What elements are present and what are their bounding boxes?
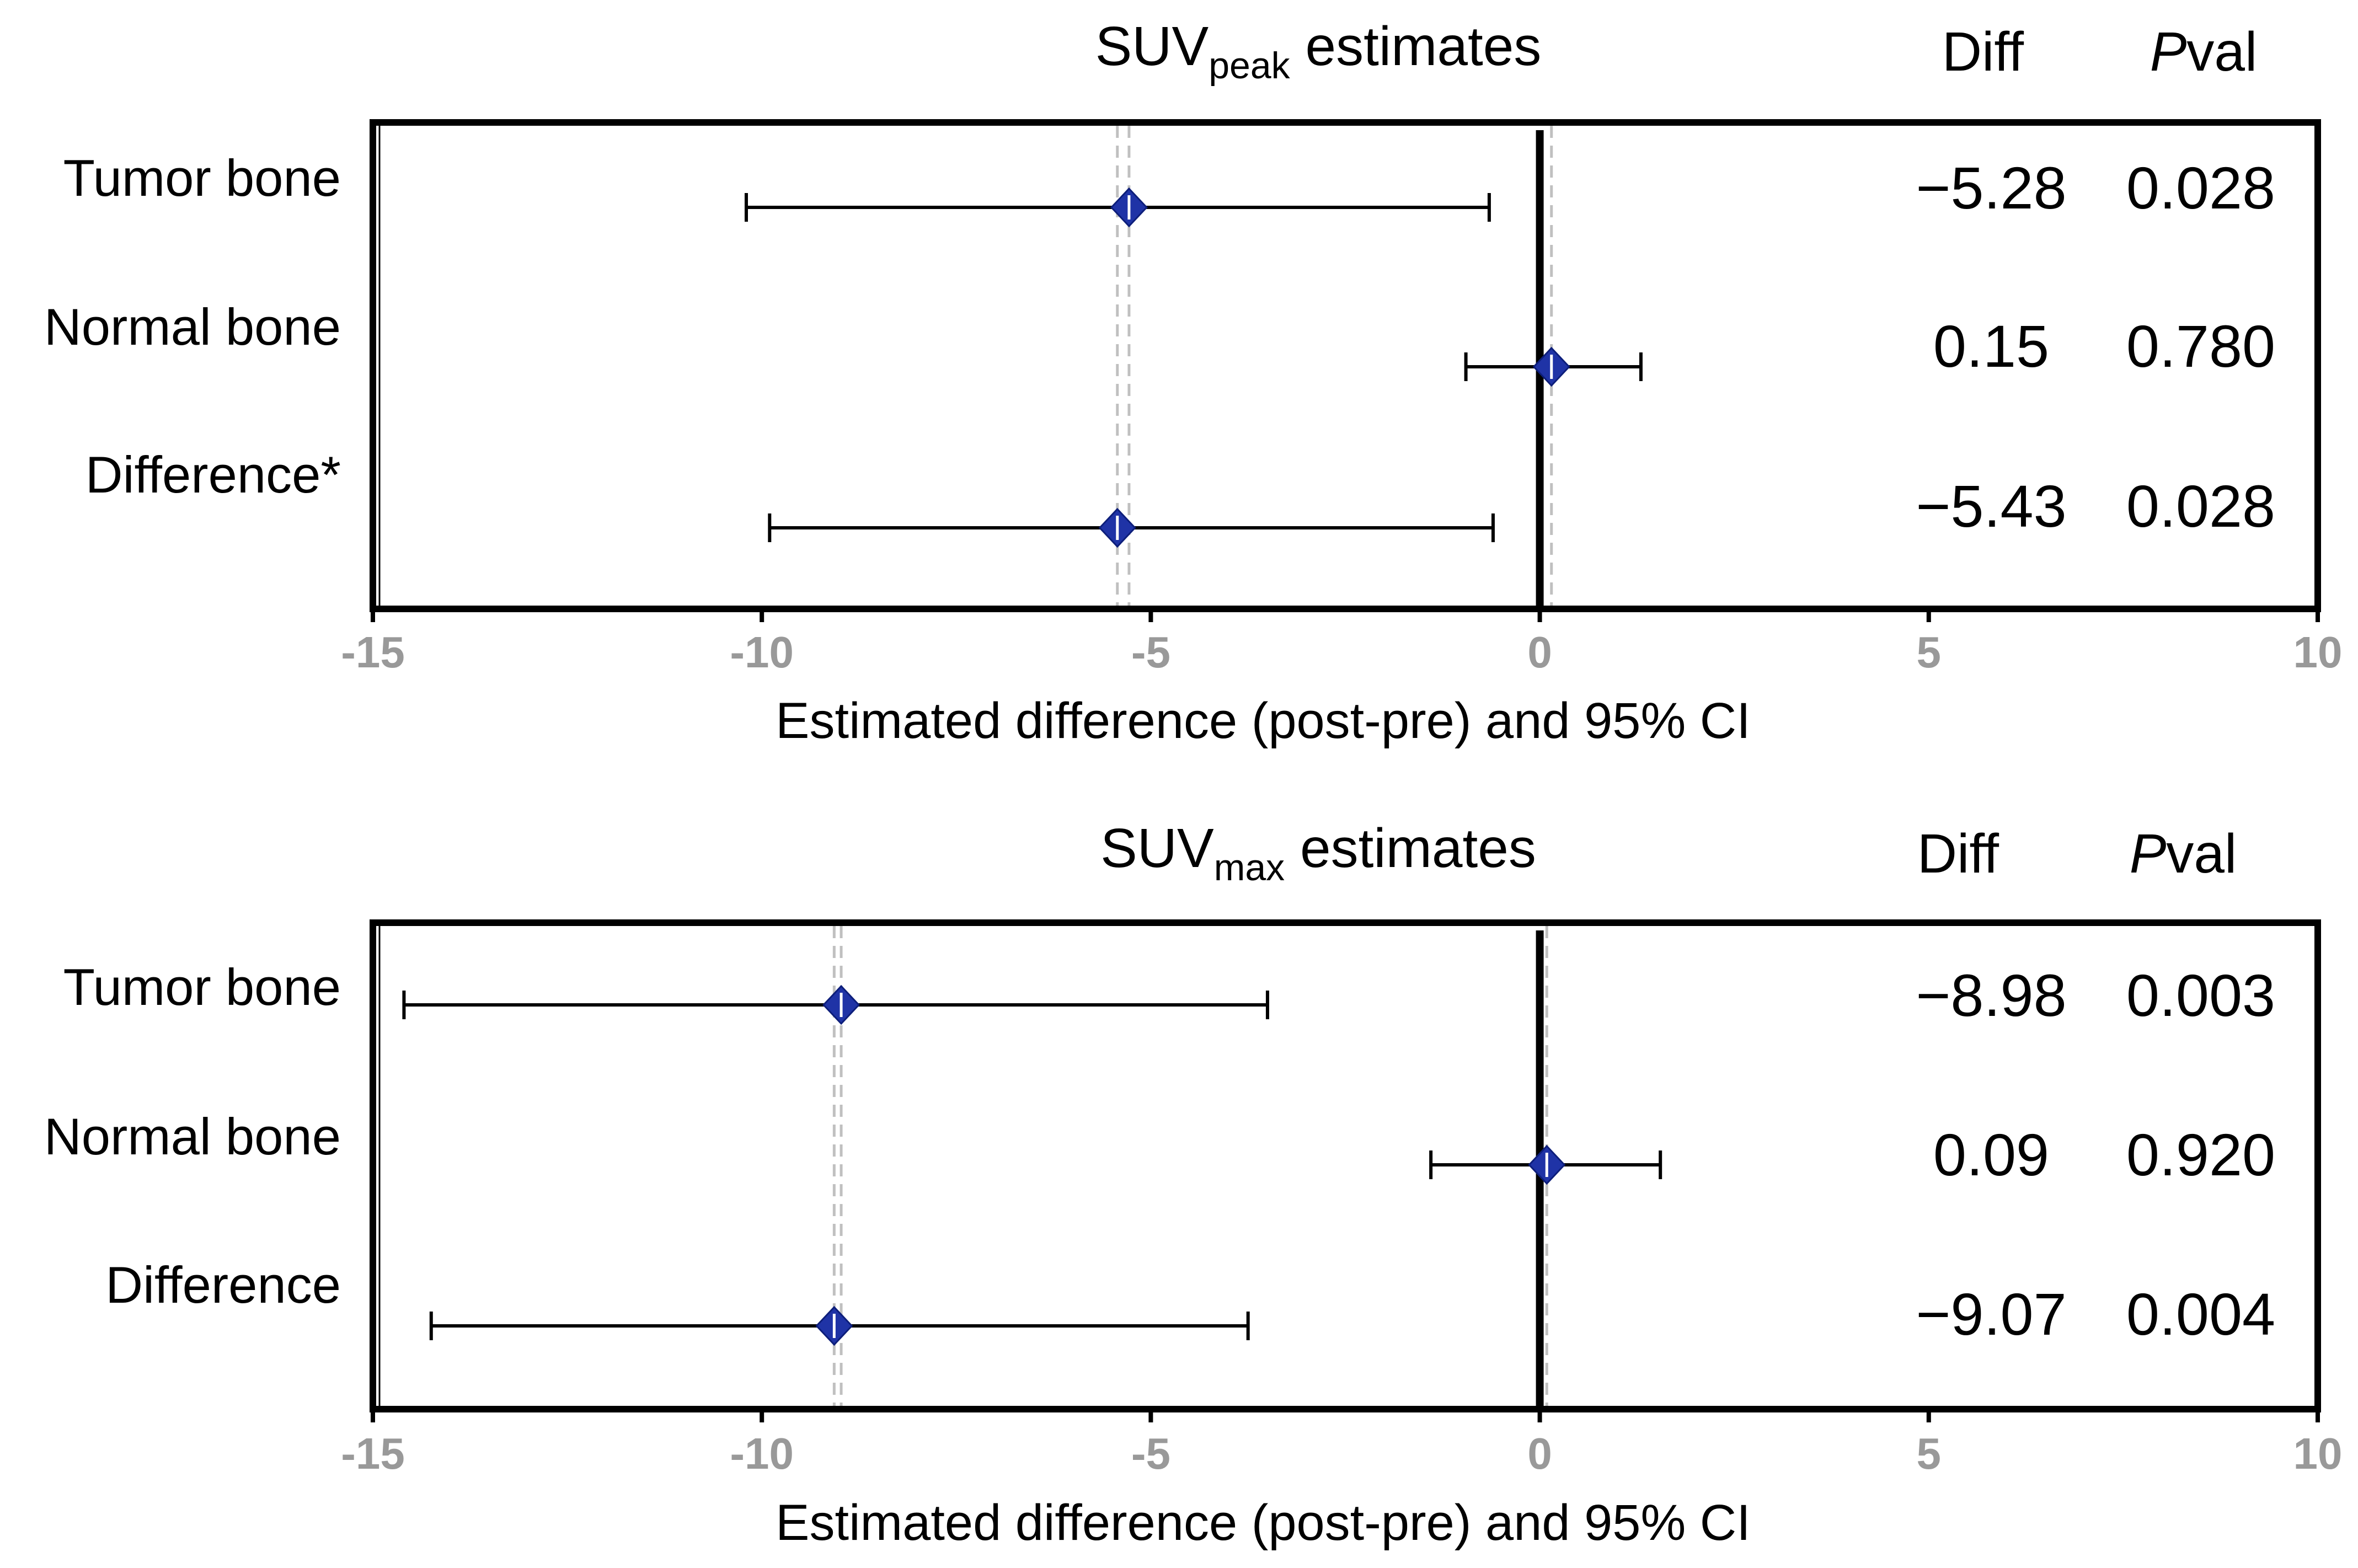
forest-row: Normal bone 0.09 0.920 [44, 1107, 2275, 1188]
x-tick-label: -10 [730, 1429, 794, 1478]
x-axis-label: Estimated difference (post-pre) and 95% … [776, 693, 1751, 749]
panel-title: SUVpeak estimates [1095, 15, 1542, 87]
x-axis-label: Estimated difference (post-pre) and 95% … [776, 1495, 1751, 1551]
title-suffix: estimates [1290, 15, 1542, 77]
x-tick-label: -15 [341, 628, 405, 677]
pval-value: 0.028 [2126, 154, 2275, 221]
pval-header-rest: val [2186, 21, 2257, 83]
pval-value: 0.920 [2126, 1121, 2275, 1188]
x-tick-label: 10 [2293, 1429, 2343, 1478]
forest-row: Tumor bone −5.28 0.028 [63, 149, 2275, 228]
pval-header: Pval [2130, 823, 2237, 885]
pval-header-italic: P [2150, 21, 2187, 83]
diff-value: −9.07 [1916, 1281, 2066, 1347]
forest-row: Normal bone 0.15 0.780 [44, 298, 2275, 387]
x-tick-label: -5 [1131, 628, 1170, 677]
x-tick-label: 10 [2293, 628, 2343, 677]
row-label: Normal bone [44, 298, 341, 356]
diff-value: −8.98 [1916, 962, 2066, 1029]
x-tick-label: 5 [1917, 628, 1942, 677]
diff-value: 0.15 [1933, 313, 2049, 379]
title-subscript: max [1214, 847, 1285, 889]
diff-value: 0.09 [1933, 1121, 2049, 1188]
suv-max-panel: SUVmax estimates Diff Pval Tumor bone −8.… [44, 817, 2343, 1551]
diff-value: −5.28 [1916, 154, 2066, 221]
x-tick-label: 0 [1527, 628, 1552, 677]
forest-row: Difference* −5.43 0.028 [85, 446, 2275, 548]
pval-header-rest: val [2166, 823, 2237, 885]
forest-row: Tumor bone −8.98 0.003 [63, 958, 2275, 1029]
suv-peak-panel: SUVpeak estimates Diff Pval Tumor bone −5… [44, 15, 2343, 749]
title-suffix: estimates [1285, 817, 1536, 879]
plot-frame [370, 119, 2321, 612]
pval-value: 0.780 [2126, 313, 2275, 379]
pval-header: Pval [2150, 21, 2258, 83]
title-prefix: SUV [1095, 15, 1209, 77]
pval-value: 0.003 [2126, 962, 2275, 1029]
title-subscript: peak [1209, 45, 1290, 87]
forest-row: Difference −9.07 0.004 [105, 1256, 2275, 1347]
row-label: Tumor bone [63, 149, 341, 207]
x-tick-label: -10 [730, 628, 794, 677]
diff-value: −5.43 [1916, 473, 2066, 539]
diff-header: Diff [1917, 823, 1999, 885]
row-label: Tumor bone [63, 958, 341, 1016]
pval-header-italic: P [2130, 823, 2167, 885]
title-prefix: SUV [1100, 817, 1214, 879]
row-label: Difference* [85, 446, 341, 504]
panel-title: SUVmax estimates [1100, 817, 1536, 889]
diff-header: Diff [1942, 21, 2024, 83]
x-tick-label: 0 [1527, 1429, 1552, 1478]
x-tick-label: 5 [1917, 1429, 1942, 1478]
row-label: Normal bone [44, 1107, 341, 1165]
plot-frame [370, 919, 2321, 1412]
pval-value: 0.004 [2126, 1281, 2275, 1347]
x-tick-label: -5 [1131, 1429, 1170, 1478]
x-tick-label: -15 [341, 1429, 405, 1478]
row-label: Difference [105, 1256, 341, 1314]
pval-value: 0.028 [2126, 473, 2275, 539]
